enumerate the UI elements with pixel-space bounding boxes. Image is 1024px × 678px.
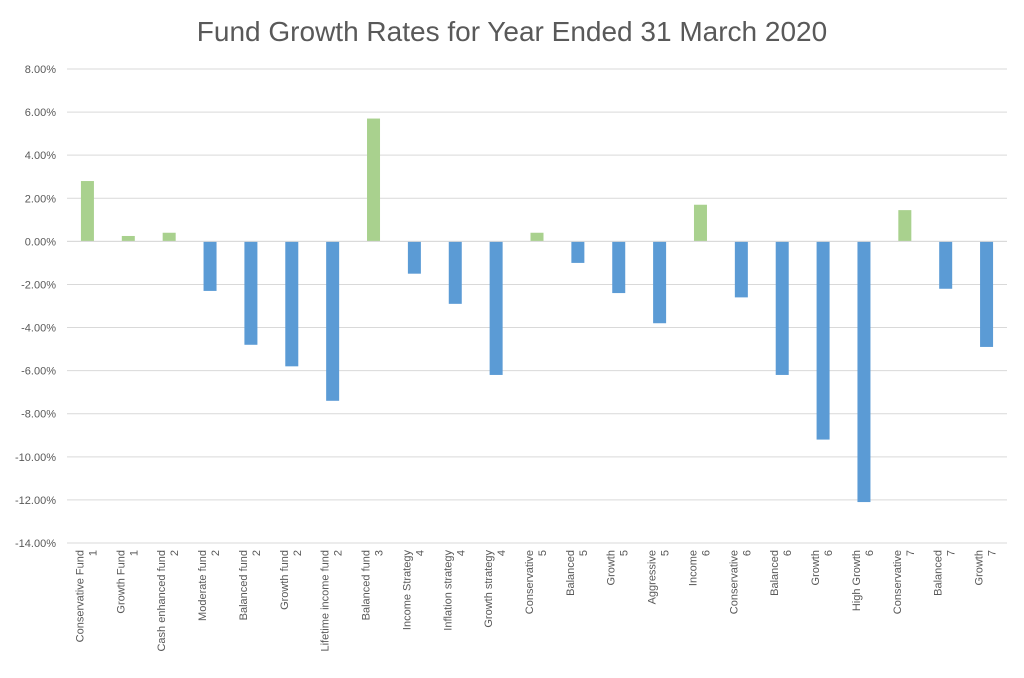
bar (448, 241, 462, 304)
x-tick-label: Aggressive (647, 550, 659, 604)
bar (162, 232, 176, 242)
x-tick-label: Growth (606, 550, 618, 585)
x-tick-label: Moderate fund (197, 550, 209, 621)
x-tick-group-label: 4 (414, 550, 426, 556)
x-tick-group-label: 5 (660, 550, 672, 556)
x-tick-label: Growth (810, 550, 822, 585)
bars (80, 118, 994, 503)
x-tick-label: Growth strategy (483, 550, 495, 628)
x-tick-group-label: 6 (700, 550, 712, 556)
x-tick-label: Growth fund (279, 550, 291, 610)
bar (285, 241, 299, 367)
x-tick-label: Cash enhanced fund (156, 550, 168, 652)
x-tick-group-label: 4 (455, 550, 467, 556)
x-tick-group-label: 2 (292, 550, 304, 556)
x-tick-group-label: 2 (251, 550, 263, 556)
y-tick-label: -6.00% (21, 366, 56, 378)
x-tick-label: Conservative Fund (74, 550, 86, 642)
x-tick-group-label: 5 (537, 550, 549, 556)
x-tick-label: Income Strategy (401, 550, 413, 631)
x-tick-group-label: 6 (864, 550, 876, 556)
y-tick-label: -14.00% (15, 538, 56, 550)
bar (407, 241, 421, 274)
x-tick-group-label: 2 (210, 550, 222, 556)
y-tick-label: 0.00% (25, 236, 56, 248)
x-tick-group-label: 6 (782, 550, 794, 556)
y-axis-tick-labels: 8.00% 6.00% 4.00% 2.00% 0.00% -2.00% -4.00% -6.… (15, 64, 56, 550)
bar (326, 241, 340, 401)
x-tick-group-label: 6 (741, 550, 753, 556)
x-tick-label: Balanced fund (361, 550, 373, 620)
x-tick-group-label: 4 (496, 550, 508, 556)
bar (571, 241, 585, 263)
x-tick-label: Conservative (728, 550, 740, 614)
bar (734, 241, 748, 298)
x-tick-group-label: 7 (987, 550, 999, 556)
bar (367, 118, 381, 242)
bar (244, 241, 258, 345)
y-tick-label: 8.00% (25, 64, 56, 76)
y-tick-label: -4.00% (21, 323, 56, 335)
x-tick-group-label: 2 (169, 550, 181, 556)
bar (898, 210, 912, 242)
x-tick-label: Conservative (524, 550, 536, 614)
x-tick-group-label: 3 (374, 550, 386, 556)
x-tick-label: Balanced fund (238, 550, 250, 620)
x-tick-label: Balanced (769, 550, 781, 596)
bar (80, 181, 94, 242)
x-tick-label: Inflation strategy (442, 550, 454, 631)
x-tick-label: Income (687, 550, 699, 586)
x-axis-category-labels: Conservative Fund 1 Growth Fund 1 Cash enhan… (74, 550, 998, 652)
x-tick-group-label: 6 (823, 550, 835, 556)
y-tick-label: -10.00% (15, 452, 56, 464)
bar (121, 235, 135, 242)
y-tick-label: 4.00% (25, 150, 56, 162)
x-tick-label: Growth Fund (115, 550, 127, 614)
x-tick-group-label: 7 (905, 550, 917, 556)
x-tick-label: Balanced (933, 550, 945, 596)
bar (939, 241, 953, 289)
y-tick-label: -12.00% (15, 495, 56, 507)
x-tick-group-label: 7 (946, 550, 958, 556)
bar (980, 241, 994, 347)
x-tick-label: High Growth (851, 550, 863, 611)
y-tick-label: -8.00% (21, 409, 56, 421)
bar (775, 241, 789, 375)
bar (816, 241, 830, 440)
bar (857, 241, 871, 503)
x-tick-label: Growth (974, 550, 986, 585)
bar (653, 241, 667, 324)
bar (203, 241, 217, 291)
chart-title: Fund Growth Rates for Year Ended 31 Marc… (197, 16, 827, 47)
bar (612, 241, 626, 294)
x-tick-group-label: 5 (619, 550, 631, 556)
x-tick-group-label: 5 (578, 550, 590, 556)
y-tick-label: -2.00% (21, 279, 56, 291)
x-tick-group-label: 2 (333, 550, 345, 556)
y-tick-label: 6.00% (25, 107, 56, 119)
bar (693, 204, 707, 242)
bar (530, 232, 544, 242)
x-tick-label: Conservative (892, 550, 904, 614)
y-tick-label: 2.00% (25, 193, 56, 205)
x-tick-label: Balanced (565, 550, 577, 596)
bar (489, 241, 503, 375)
x-tick-group-label: 1 (87, 550, 99, 556)
x-tick-group-label: 1 (128, 550, 140, 556)
x-tick-label: Lifetime income fund (320, 550, 332, 652)
